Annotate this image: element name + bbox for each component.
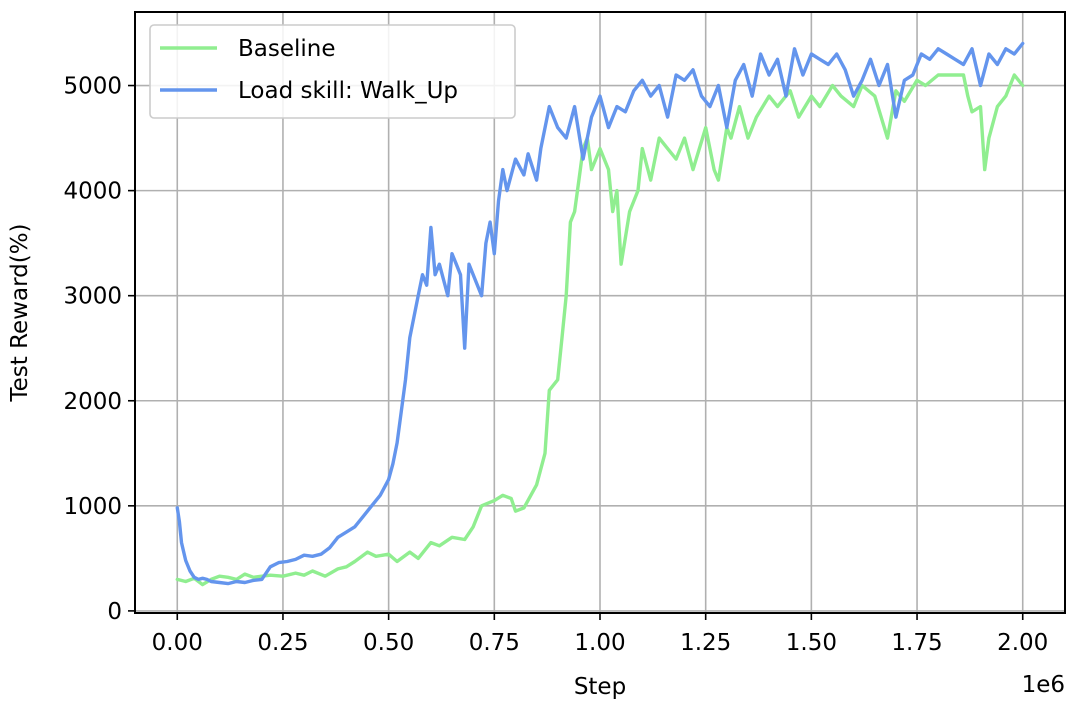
x-tick-label: 0.75 (469, 630, 520, 656)
x-tick-label: 0.00 (152, 630, 203, 656)
x-tick-label: 1.75 (891, 630, 942, 656)
x-tick-label: 1.00 (574, 630, 625, 656)
x-tick-label: 2.00 (997, 630, 1048, 656)
legend-label: Load skill: Walk_Up (238, 78, 458, 104)
legend: Baseline Load skill: Walk_Up (149, 24, 516, 119)
series-line-1 (175, 41, 1025, 586)
x-axis-offset-label: 1e6 (1022, 672, 1065, 698)
y-axis-label: Test Reward(%) (7, 223, 33, 402)
y-tick-label: 1000 (63, 494, 122, 520)
y-tick-label: 3000 (63, 284, 122, 310)
y-tick-label: 0 (107, 599, 122, 625)
y-tick-label: 2000 (63, 389, 122, 415)
legend-label: Baseline (238, 36, 336, 62)
data-series (175, 41, 1025, 587)
x-axis-label: Step (574, 674, 626, 700)
x-tick-label: 0.50 (363, 630, 414, 656)
x-tick-label: 1.25 (680, 630, 731, 656)
legend-box (149, 24, 516, 119)
x-tick-label: 1.50 (786, 630, 837, 656)
y-tick-label: 4000 (63, 179, 122, 205)
y-tick-label: 5000 (63, 74, 122, 100)
series-line-0 (175, 73, 1025, 587)
x-tick-label: 0.25 (257, 630, 308, 656)
axis-ticks: 0.00 0.25 0.50 0.75 1.00 1.25 1.50 1.75 2.00 0 100… (63, 74, 1048, 656)
